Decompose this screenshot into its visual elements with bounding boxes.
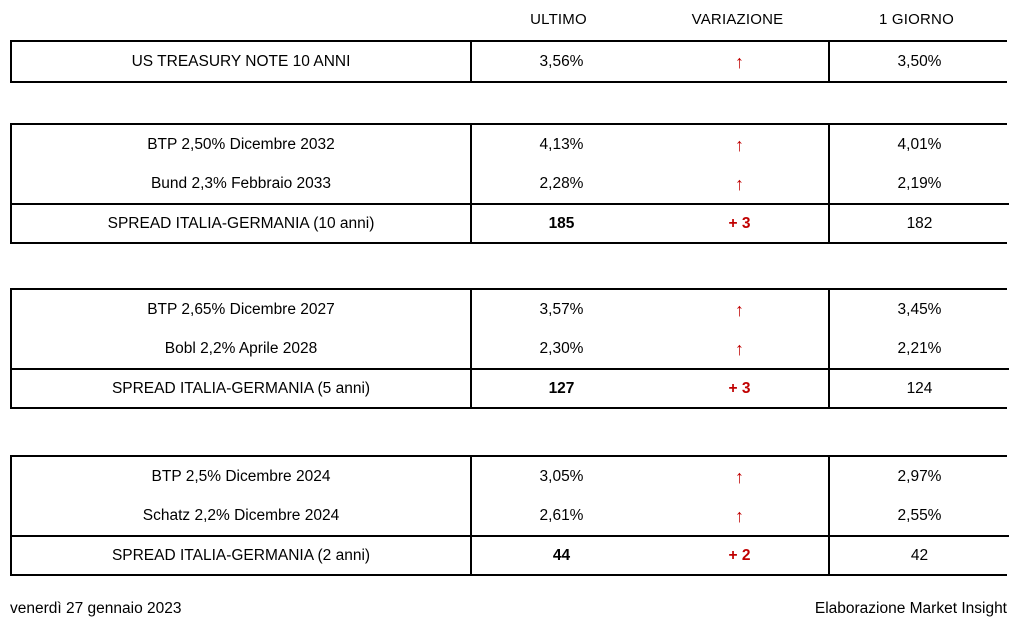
up-arrow-icon: ↑ bbox=[651, 329, 828, 368]
row-label: Schatz 2,2% Dicembre 2024 bbox=[12, 496, 470, 535]
ultimo-value: 2,28% bbox=[470, 164, 651, 203]
column-header-1giorno: 1 GIORNO bbox=[879, 11, 954, 28]
spread-ultimo-value: 185 bbox=[470, 203, 651, 242]
up-arrow-icon: ↑ bbox=[651, 457, 828, 496]
footer-credit: Elaborazione Market Insight bbox=[814, 600, 1007, 617]
up-arrow-icon: ↑ bbox=[651, 290, 828, 329]
table-group-us-treasury: US TREASURY NOTE 10 ANNI 3,56% ↑ 3,50% bbox=[10, 40, 1009, 83]
table-group-2-anni: BTP 2,5% Dicembre 2024 3,05% ↑ 2,97% Sch… bbox=[10, 455, 1009, 576]
row-label: BTP 2,65% Dicembre 2027 bbox=[12, 290, 470, 329]
spread-giorno-value: 182 bbox=[828, 203, 1009, 242]
up-arrow-icon: ↑ bbox=[651, 164, 828, 203]
column-header-row: ULTIMO VARIAZIONE 1 GIORNO bbox=[10, 10, 1007, 30]
ultimo-value: 2,61% bbox=[470, 496, 651, 535]
spread-variazione-value: + 2 bbox=[651, 535, 828, 574]
up-arrow-icon: ↑ bbox=[651, 42, 828, 81]
ultimo-value: 2,30% bbox=[470, 329, 651, 368]
row-label: Bobl 2,2% Aprile 2028 bbox=[12, 329, 470, 368]
spread-label: SPREAD ITALIA-GERMANIA (2 anni) bbox=[12, 535, 470, 574]
spread-giorno-value: 124 bbox=[828, 368, 1009, 407]
ultimo-value: 3,56% bbox=[470, 42, 651, 81]
column-header-ultimo: ULTIMO bbox=[530, 11, 587, 28]
spread-ultimo-value: 44 bbox=[470, 535, 651, 574]
spread-ultimo-value: 127 bbox=[470, 368, 651, 407]
spread-variazione-value: + 3 bbox=[651, 368, 828, 407]
spread-variazione-value: + 3 bbox=[651, 203, 828, 242]
giorno-value: 2,55% bbox=[828, 496, 1009, 535]
giorno-value: 2,97% bbox=[828, 457, 1009, 496]
ultimo-value: 3,05% bbox=[470, 457, 651, 496]
ultimo-value: 4,13% bbox=[470, 125, 651, 164]
column-header-variazione: VARIAZIONE bbox=[691, 11, 784, 28]
row-label: Bund 2,3% Febbraio 2033 bbox=[12, 164, 470, 203]
giorno-value: 3,50% bbox=[828, 42, 1009, 81]
column-header-spacer bbox=[10, 10, 468, 30]
row-label: US TREASURY NOTE 10 ANNI bbox=[12, 42, 470, 81]
spread-label: SPREAD ITALIA-GERMANIA (10 anni) bbox=[12, 203, 470, 242]
table-group-10-anni: BTP 2,50% Dicembre 2032 4,13% ↑ 4,01% Bu… bbox=[10, 123, 1009, 244]
giorno-value: 2,21% bbox=[828, 329, 1009, 368]
up-arrow-icon: ↑ bbox=[651, 125, 828, 164]
row-label: BTP 2,5% Dicembre 2024 bbox=[12, 457, 470, 496]
giorno-value: 3,45% bbox=[828, 290, 1009, 329]
table-group-5-anni: BTP 2,65% Dicembre 2027 3,57% ↑ 3,45% Bo… bbox=[10, 288, 1009, 409]
spread-giorno-value: 42 bbox=[828, 535, 1009, 574]
footer-date: venerdì 27 gennaio 2023 bbox=[10, 600, 182, 617]
footer: venerdì 27 gennaio 2023 Elaborazione Mar… bbox=[10, 600, 1007, 618]
giorno-value: 2,19% bbox=[828, 164, 1009, 203]
up-arrow-icon: ↑ bbox=[651, 496, 828, 535]
row-label: BTP 2,50% Dicembre 2032 bbox=[12, 125, 470, 164]
giorno-value: 4,01% bbox=[828, 125, 1009, 164]
spread-label: SPREAD ITALIA-GERMANIA (5 anni) bbox=[12, 368, 470, 407]
ultimo-value: 3,57% bbox=[470, 290, 651, 329]
